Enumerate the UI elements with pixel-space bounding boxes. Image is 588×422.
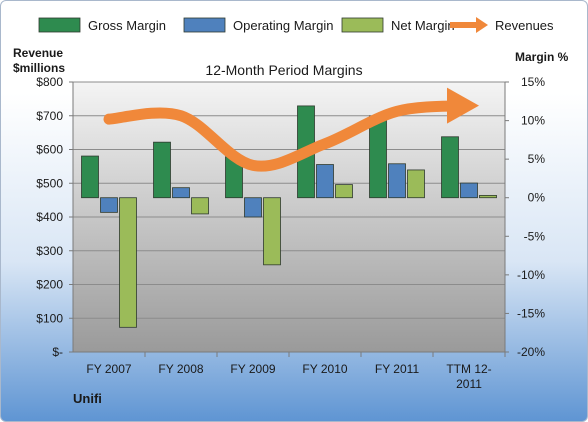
bar-net-margin <box>191 197 209 215</box>
right-tick-label: -15% <box>517 306 545 320</box>
left-tick-label: $200 <box>36 278 63 292</box>
x-tick-label: FY 2011 <box>375 362 420 376</box>
x-tick-label: FY 2008 <box>158 362 203 376</box>
left-tick-label: $800 <box>36 75 63 89</box>
bar-operating-margin <box>460 182 478 199</box>
bar-operating-margin <box>172 187 190 199</box>
legend: Gross Margin Operating Margin Net Margin Re… <box>38 17 554 33</box>
left-tick-label: $400 <box>36 210 63 224</box>
bar-gross-margin <box>441 136 459 199</box>
left-tick-label: $300 <box>36 244 63 258</box>
right-tick-label: 0% <box>528 191 546 205</box>
bar-gross-margin <box>81 155 99 199</box>
left-tick-label: $700 <box>36 109 63 123</box>
left-axis-title-line2: $millions <box>13 61 65 75</box>
bar-operating-margin <box>388 163 406 199</box>
bar-net-margin <box>407 169 425 199</box>
legend-item-revenues-arrow <box>476 17 488 33</box>
legend-item-gross-margin-swatch <box>38 17 81 33</box>
legend-item-net-margin-swatch <box>341 17 384 33</box>
bar-net-margin <box>263 197 281 266</box>
x-tick-label: FY 2007 <box>86 362 131 376</box>
legend-item-revenues-label: Revenues <box>495 18 554 33</box>
legend-item-net-margin-label: Net Margin <box>391 18 455 33</box>
revenue-line-series <box>103 87 479 172</box>
left-tick-label: $- <box>52 345 63 359</box>
legend-item-gross-margin-label: Gross Margin <box>88 18 166 33</box>
legend-item-operating-margin-swatch <box>183 17 226 33</box>
right-axis-title: Margin % <box>515 50 569 64</box>
right-tick-label: 10% <box>521 114 545 128</box>
x-tick-label: TTM 12- <box>446 362 491 376</box>
left-tick-label: $500 <box>36 176 63 190</box>
bar-gross-margin <box>153 141 171 199</box>
right-tick-label: -5% <box>524 229 546 243</box>
bar-operating-margin <box>244 197 262 218</box>
bar-operating-margin <box>100 197 118 213</box>
chart-title: 12-Month Period Margins <box>205 62 362 78</box>
company-name: Unifi <box>73 391 102 406</box>
right-tick-label: -10% <box>517 268 545 282</box>
right-tick-label: 15% <box>521 75 545 89</box>
x-tick-label-line2: 2011 <box>456 377 482 391</box>
legend-item-operating-margin-label: Operating Margin <box>233 18 333 33</box>
revenue-line <box>103 100 449 172</box>
bar-net-margin <box>335 184 353 199</box>
x-tick-label: FY 2009 <box>230 362 275 376</box>
left-tick-label: $100 <box>36 311 63 325</box>
left-axis-title-line1: Revenue <box>13 46 63 60</box>
x-tick-label: FY 2010 <box>302 362 347 376</box>
right-tick-label: 5% <box>528 152 546 166</box>
right-tick-label: -20% <box>517 345 545 359</box>
bar-net-margin <box>119 197 137 328</box>
revenue-line-arrowhead <box>447 87 479 124</box>
bar-operating-margin <box>316 164 334 199</box>
bar-net-margin <box>479 194 497 199</box>
left-tick-label: $600 <box>36 143 63 157</box>
axes: $800 $700 $600 $500 $400 $300 $200 $100 $- 15% 10%… <box>36 75 545 391</box>
bar-gross-margin <box>369 115 387 199</box>
